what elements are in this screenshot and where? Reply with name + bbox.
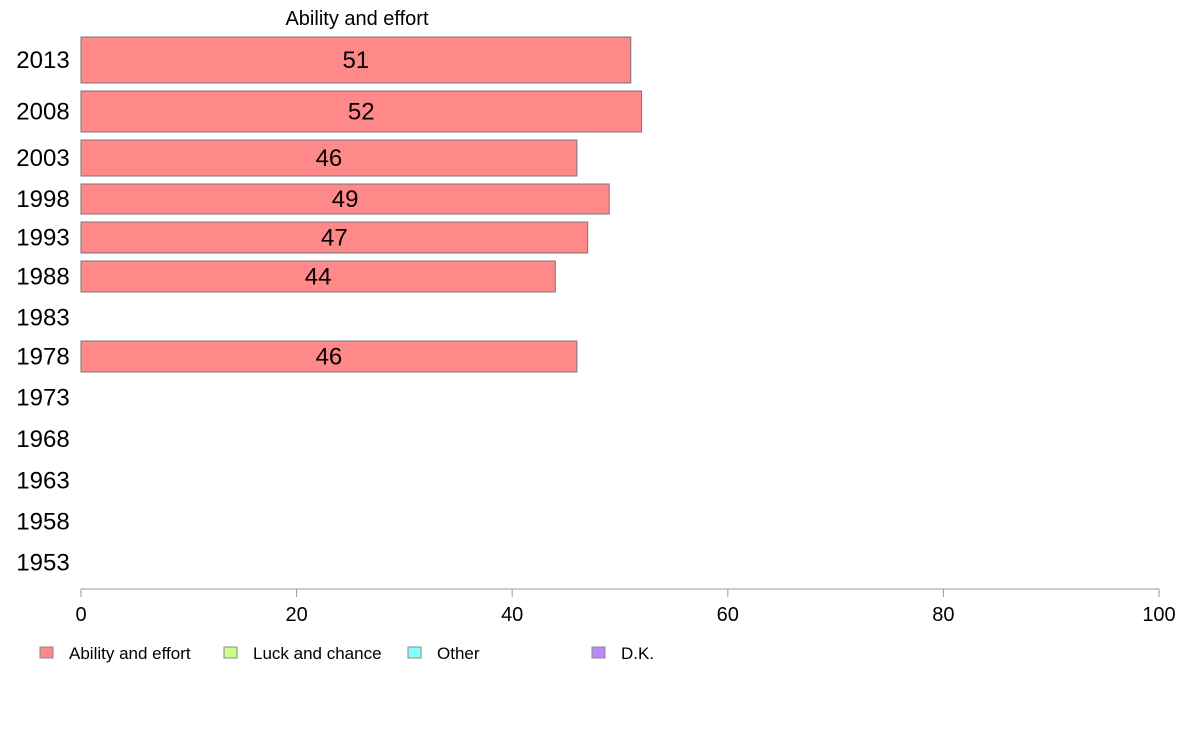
y-tick-label: 1983	[16, 305, 69, 332]
bar	[80, 90, 643, 133]
x-tick-label: 40	[501, 604, 523, 626]
bar-value-label: 49	[332, 186, 359, 213]
legend: Ability and effort Luck and chance Other D.…	[39, 644, 654, 663]
y-tick-label: 1988	[16, 264, 69, 291]
y-tick-label: 1978	[16, 344, 69, 371]
bars	[80, 36, 643, 373]
x-tick-label: 20	[285, 604, 307, 626]
bar-value-label: 44	[305, 264, 332, 291]
x-tick-label: 80	[932, 604, 954, 626]
y-tick-label: 1973	[16, 385, 69, 412]
legend-label: Other	[437, 644, 480, 663]
y-tick-label: 1998	[16, 186, 69, 213]
bar	[80, 340, 578, 373]
legend-label: Ability and effort	[69, 644, 191, 663]
bar	[80, 183, 610, 215]
y-tick-label: 1953	[16, 550, 69, 577]
y-tick-label: 2008	[16, 99, 69, 126]
bar	[80, 260, 556, 293]
x-tick-label: 0	[75, 604, 86, 626]
bar	[80, 221, 589, 254]
x-axis: 0 20 40 60 80 100	[75, 588, 1176, 626]
y-axis-labels: 2013 2008 2003 1998 1993 1988 1983 1978 1973 1968…	[16, 47, 69, 577]
bar-value-label: 46	[316, 344, 343, 371]
bar-value-label: 47	[321, 225, 348, 252]
y-tick-label: 1968	[16, 426, 69, 453]
legend-label: Luck and chance	[253, 644, 382, 663]
y-tick-label: 1958	[16, 509, 69, 536]
y-tick-label: 2013	[16, 47, 69, 74]
legend-swatch	[591, 646, 606, 659]
legend-label: D.K.	[621, 644, 654, 663]
bar	[80, 36, 632, 84]
bar	[80, 139, 578, 177]
bar-value-label: 46	[316, 145, 343, 172]
x-tick-label: 60	[717, 604, 739, 626]
bar-value-label: 51	[343, 47, 370, 74]
legend-swatch	[39, 646, 54, 659]
y-tick-label: 2003	[16, 145, 69, 172]
chart-title: Ability and effort	[285, 8, 428, 30]
legend-swatch	[223, 646, 238, 659]
y-tick-label: 1963	[16, 468, 69, 495]
x-tick-label: 100	[1142, 604, 1175, 626]
y-tick-label: 1993	[16, 225, 69, 252]
bar-value-label: 52	[348, 99, 375, 126]
legend-swatch	[407, 646, 422, 659]
